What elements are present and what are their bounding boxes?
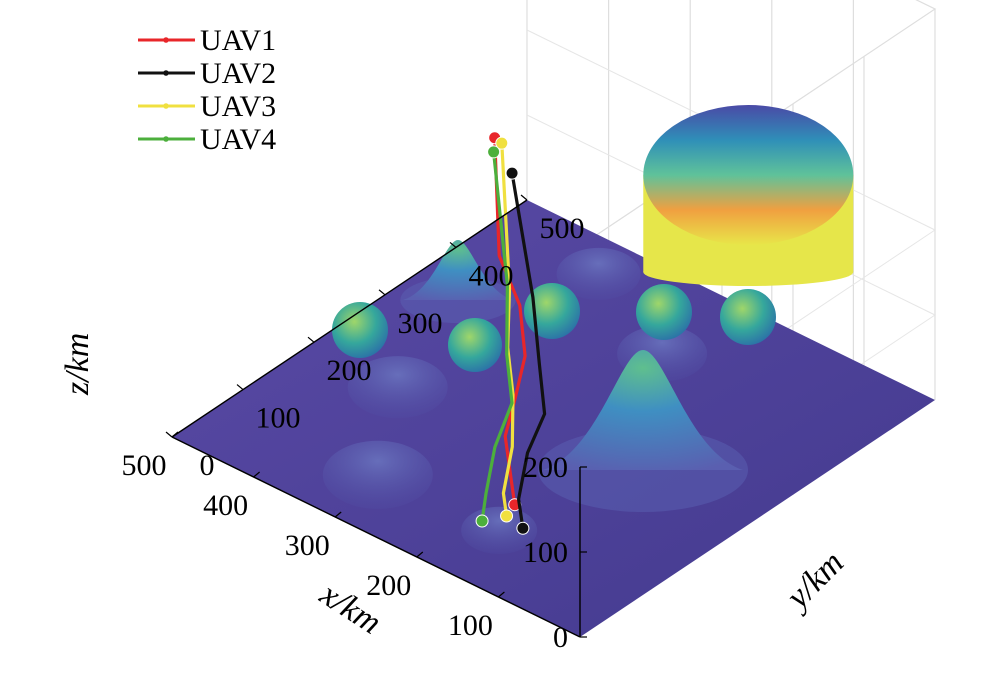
legend-marker-uav1 (163, 37, 169, 43)
y-tick-mark (165, 431, 173, 438)
tick-labels: 100 200 300 400 500 0 100 200 300 400 500 0 100 200 (122, 194, 587, 654)
y-tick-mark (449, 241, 457, 248)
legend-label-uav2: UAV2 (200, 57, 276, 90)
y-axis-line (171, 199, 528, 438)
cylinder-base (643, 258, 854, 286)
x-tick-label: 400 (203, 489, 248, 522)
x-axis-line (171, 436, 581, 638)
legend-marker-uav4 (163, 136, 169, 142)
x-tick-mark (171, 431, 179, 438)
z-tick-label: 100 (523, 536, 568, 569)
y-tick-mark (236, 384, 244, 391)
sphere-obstacle (720, 289, 776, 345)
z-tick-label: 200 (523, 451, 568, 484)
ground-bump (556, 247, 641, 300)
ground-bump (347, 356, 448, 419)
start-point-uav2 (516, 521, 530, 535)
mountain-peak (403, 240, 513, 300)
start-point-uav3 (500, 509, 514, 523)
x-tick-mark (334, 511, 342, 518)
cylinder-top (643, 105, 854, 245)
obstacles (322, 105, 854, 554)
y-tick-mark (520, 194, 528, 201)
sphere-obstacle (636, 284, 692, 340)
x-tick-label: 300 (285, 529, 330, 562)
sphere-obstacle (524, 283, 580, 339)
y-tick-label: 200 (327, 354, 372, 387)
y-tick-mark (307, 336, 315, 343)
y-tick-label: 400 (469, 259, 514, 292)
y-tick-mark (378, 289, 386, 296)
ground-bump (322, 440, 433, 509)
y-tick-label: 100 (256, 402, 301, 435)
z-tick-label: 0 (553, 621, 568, 654)
path-uav4 (480, 151, 514, 522)
legend-label-uav1: UAV1 (200, 24, 276, 57)
y-tick-label: 0 (200, 449, 215, 482)
uav-paths (475, 131, 547, 535)
start-point-uav4 (475, 514, 489, 528)
x-tick-mark (498, 591, 505, 598)
x-tick-label: 200 (366, 569, 411, 602)
path-uav2 (510, 172, 547, 529)
path-uav3 (500, 143, 515, 517)
y-tick-label: 300 (398, 307, 443, 340)
x-tick-label: 100 (448, 609, 493, 642)
z-axis-label: z/km (59, 333, 96, 396)
path-uav1 (493, 137, 527, 505)
y-tick-label: 500 (540, 212, 585, 245)
x-tick-mark (253, 471, 260, 478)
end-point-uav3 (495, 136, 509, 150)
mountain-peak (543, 350, 743, 470)
legend-label-uav3: UAV3 (200, 90, 276, 123)
legend-label-uav4: UAV4 (200, 123, 276, 156)
legend-marker-uav2 (163, 70, 169, 76)
legend-marker-uav3 (163, 103, 169, 109)
y-axis-label: y/km (777, 544, 851, 618)
end-point-uav4 (487, 145, 501, 159)
x-tick-label: 500 (122, 449, 167, 482)
sphere-obstacle (332, 302, 388, 358)
end-point-uav2 (505, 166, 519, 180)
x-tick-mark (416, 551, 424, 558)
sphere-obstacle (448, 318, 502, 372)
